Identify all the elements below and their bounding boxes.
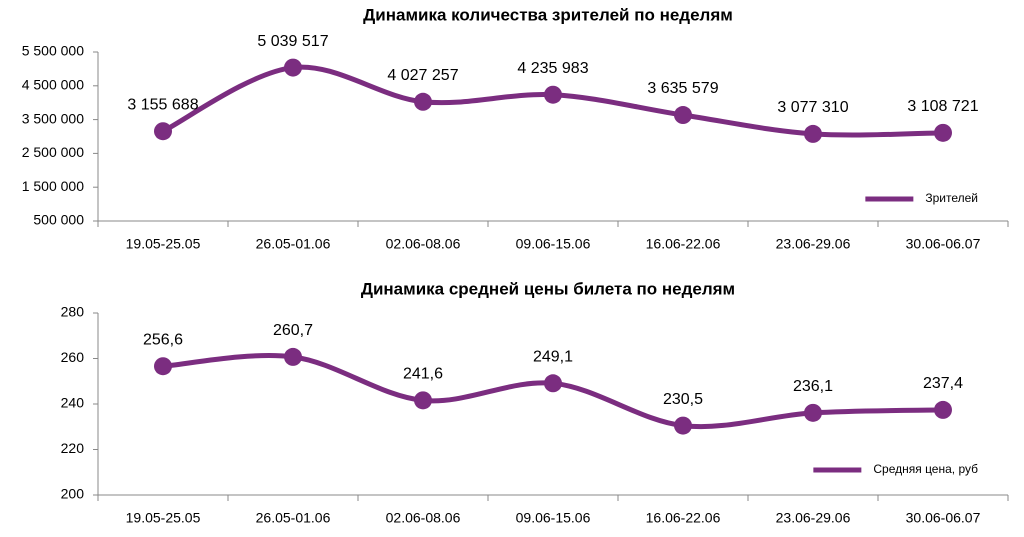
data-point <box>284 58 302 77</box>
data-label: 3 155 688 <box>127 96 198 113</box>
y-tick-label: 4 500 000 <box>22 77 84 93</box>
y-tick-label: 220 <box>61 440 85 456</box>
y-tick-label: 500 000 <box>33 212 84 228</box>
data-label: 241,6 <box>403 366 443 383</box>
y-tick-label: 240 <box>61 395 85 411</box>
y-tick-label: 280 <box>61 304 85 320</box>
data-point <box>934 123 952 142</box>
y-tick-label: 200 <box>61 486 85 502</box>
chart-title: Динамика количества зрителей по неделям <box>363 5 733 24</box>
x-tick-label: 16.06-22.06 <box>646 510 721 526</box>
data-point <box>804 124 822 143</box>
y-tick-label: 1 500 000 <box>22 178 84 194</box>
chart-title: Динамика средней цены билета по неделям <box>361 279 735 298</box>
data-label: 236,1 <box>793 378 833 395</box>
data-point <box>414 391 432 410</box>
data-point <box>674 106 692 125</box>
data-label: 249,1 <box>533 349 573 366</box>
x-tick-label: 26.05-01.06 <box>256 236 331 252</box>
data-point <box>804 403 822 422</box>
x-tick-label: 30.06-06.07 <box>906 510 981 526</box>
x-tick-label: 09.06-15.06 <box>516 510 591 526</box>
y-tick-label: 5 500 000 <box>22 43 84 59</box>
y-tick-label: 260 <box>61 349 85 365</box>
data-point <box>544 374 562 393</box>
legend-label: Зрителей <box>925 191 978 205</box>
x-tick-label: 23.06-29.06 <box>776 510 851 526</box>
x-tick-label: 09.06-15.06 <box>516 236 591 252</box>
y-tick-label: 2 500 000 <box>22 144 84 160</box>
x-tick-label: 02.06-08.06 <box>386 510 461 526</box>
data-label: 3 635 579 <box>647 80 718 97</box>
data-label: 260,7 <box>273 322 313 339</box>
data-point <box>154 357 172 376</box>
data-label: 4 235 983 <box>517 60 588 77</box>
x-tick-label: 19.05-25.05 <box>126 510 201 526</box>
data-point <box>934 400 952 419</box>
x-tick-label: 26.05-01.06 <box>256 510 331 526</box>
x-tick-label: 02.06-08.06 <box>386 236 461 252</box>
data-label: 230,5 <box>663 391 703 408</box>
data-label: 237,4 <box>923 375 963 392</box>
data-point <box>674 416 692 435</box>
data-label: 5 039 517 <box>257 33 328 50</box>
data-point <box>414 92 432 111</box>
y-tick-label: 3 500 000 <box>22 110 84 126</box>
x-tick-label: 23.06-29.06 <box>776 236 851 252</box>
data-point <box>284 347 302 366</box>
data-label: 3 077 310 <box>777 99 848 116</box>
x-tick-label: 30.06-06.07 <box>906 236 981 252</box>
legend-label: Средняя цена, руб <box>873 462 978 476</box>
data-label: 256,6 <box>143 331 183 348</box>
x-tick-label: 19.05-25.05 <box>126 236 201 252</box>
data-point <box>544 85 562 104</box>
data-label: 4 027 257 <box>387 67 458 84</box>
x-tick-label: 16.06-22.06 <box>646 236 721 252</box>
data-label: 3 108 721 <box>907 98 978 115</box>
data-point <box>154 122 172 141</box>
